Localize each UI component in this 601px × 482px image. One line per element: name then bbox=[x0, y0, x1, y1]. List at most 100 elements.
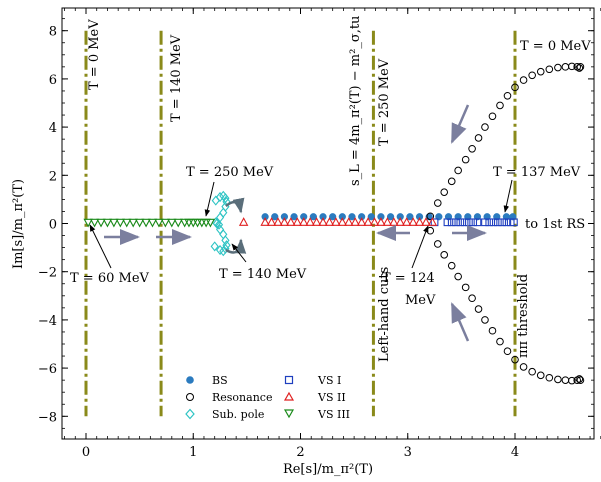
bs-point bbox=[396, 213, 404, 221]
arrow-subpole-top bbox=[225, 197, 245, 214]
resonance-point bbox=[454, 272, 462, 281]
resonance-point bbox=[503, 347, 512, 356]
vs-iii-point bbox=[83, 218, 93, 228]
x-tick-label: 4 bbox=[511, 445, 519, 460]
vs-iii-point bbox=[89, 218, 100, 228]
annot-to-rs: to 1st RS bbox=[525, 217, 585, 232]
vline-label-threshold: ππ threshold bbox=[516, 274, 531, 358]
sub-pole-point bbox=[211, 195, 220, 206]
y-tick-label: 4 bbox=[49, 121, 57, 136]
x-tick-label: 1 bbox=[189, 445, 197, 460]
bs-point bbox=[300, 213, 308, 221]
resonance-point bbox=[503, 91, 512, 100]
resonance-point bbox=[481, 316, 489, 324]
y-tick-label: 2 bbox=[49, 169, 57, 184]
y-axis-label: Im[s]/m_π²(T) bbox=[11, 179, 26, 269]
legend-marker-bs bbox=[186, 376, 194, 384]
vs-ii-point bbox=[427, 217, 438, 226]
resonance-point bbox=[511, 83, 519, 92]
axis-ticks: 0 1 2 3 4 −8 −6 −4 −2 0 2 4 6 8 bbox=[38, 8, 601, 460]
vs-i-point bbox=[443, 218, 452, 227]
resonance-point bbox=[481, 123, 489, 131]
resonance-point bbox=[426, 226, 435, 235]
vs-ii-point bbox=[305, 217, 315, 226]
resonance-point bbox=[454, 166, 462, 175]
resonance-point bbox=[447, 177, 456, 186]
bs-point bbox=[377, 213, 385, 221]
x-tick-label: 2 bbox=[296, 445, 304, 460]
resonance-point bbox=[536, 67, 545, 76]
sub-pole-point bbox=[214, 219, 224, 230]
vertical-line-labels: T = 0 MeV T = 140 MeV s_L = 4m_π²(T) − m… bbox=[87, 16, 531, 362]
bs-point bbox=[406, 213, 414, 221]
pointer-140 bbox=[231, 243, 247, 263]
resonance-point bbox=[575, 64, 584, 72]
x-tick-label: 3 bbox=[404, 445, 412, 460]
vs-i-point bbox=[498, 218, 506, 227]
legend-label-resonance: Resonance bbox=[212, 391, 272, 404]
bs-point bbox=[280, 213, 289, 221]
resonance-point bbox=[561, 376, 570, 384]
legend-marker-vs3 bbox=[283, 409, 295, 419]
resonance-point bbox=[545, 65, 554, 74]
resonance-point bbox=[576, 376, 585, 384]
bs-point bbox=[348, 213, 356, 221]
resonance-point bbox=[474, 305, 483, 313]
legend-marker-vs2 bbox=[283, 391, 295, 401]
resonance-point bbox=[496, 101, 504, 110]
vs-iii-point bbox=[102, 218, 113, 228]
arrow-subpole-bottom bbox=[225, 238, 247, 254]
resonance-point bbox=[528, 367, 536, 376]
legend-label-subpole: Sub. pole bbox=[212, 408, 264, 421]
vs-ii-point bbox=[260, 217, 270, 226]
vs-iii-point bbox=[115, 218, 126, 228]
resonance-point bbox=[447, 261, 456, 270]
vs-iii-point bbox=[134, 218, 145, 228]
vs-iii-point bbox=[147, 218, 158, 228]
bs-point bbox=[358, 213, 366, 221]
pointer-124 bbox=[411, 225, 429, 269]
vs-i-point bbox=[456, 218, 465, 227]
resonance-point bbox=[519, 76, 528, 84]
annot-t60: T = 60 MeV bbox=[70, 271, 150, 286]
annot-t124: T = 124 bbox=[382, 271, 435, 286]
y-tick-label: −2 bbox=[38, 266, 57, 281]
vs-ii-point bbox=[414, 217, 425, 226]
vs-iii-point bbox=[205, 218, 216, 228]
vs-iii-point bbox=[109, 218, 119, 228]
legend-marker-resonance bbox=[186, 393, 194, 401]
vs-i-point bbox=[460, 218, 469, 227]
resonance-point bbox=[561, 63, 570, 71]
flow-arrows bbox=[104, 104, 487, 342]
data-marks bbox=[83, 62, 585, 385]
vs-iii-point bbox=[167, 218, 177, 228]
annot-t250: T = 250 MeV bbox=[186, 165, 274, 180]
resonance-point bbox=[440, 188, 449, 196]
resonance-point bbox=[554, 375, 562, 384]
vs-ii-point bbox=[266, 217, 277, 226]
vs-ii-point bbox=[273, 217, 283, 226]
resonance-point bbox=[528, 71, 536, 80]
y-tick-label: 0 bbox=[49, 218, 57, 233]
resonance-point bbox=[461, 283, 470, 292]
sub-pole-point bbox=[215, 191, 225, 203]
vs-ii-point bbox=[350, 217, 360, 226]
vline-label-t250: T = 250 MeV bbox=[377, 58, 392, 146]
vs-ii-point bbox=[369, 217, 380, 226]
y-tick-label: −6 bbox=[38, 362, 57, 377]
resonance-point bbox=[468, 144, 476, 153]
vs-ii-point bbox=[337, 217, 348, 226]
y-tick-label: −8 bbox=[38, 410, 57, 425]
pointer-250 bbox=[204, 181, 215, 217]
vs-iii-point bbox=[122, 218, 132, 228]
vs-iii-point bbox=[154, 218, 164, 228]
vs-ii-point bbox=[344, 217, 354, 226]
resonance-point bbox=[433, 240, 442, 248]
annot-mev: MeV bbox=[405, 293, 436, 308]
vline-label-t0: T = 0 MeV bbox=[87, 19, 102, 90]
legend-label-bs: BS bbox=[212, 374, 228, 387]
vs-i-point bbox=[485, 218, 494, 227]
resonance-point bbox=[536, 371, 545, 380]
arrow-resonance-up bbox=[450, 104, 470, 144]
vs-ii-point bbox=[286, 217, 296, 226]
